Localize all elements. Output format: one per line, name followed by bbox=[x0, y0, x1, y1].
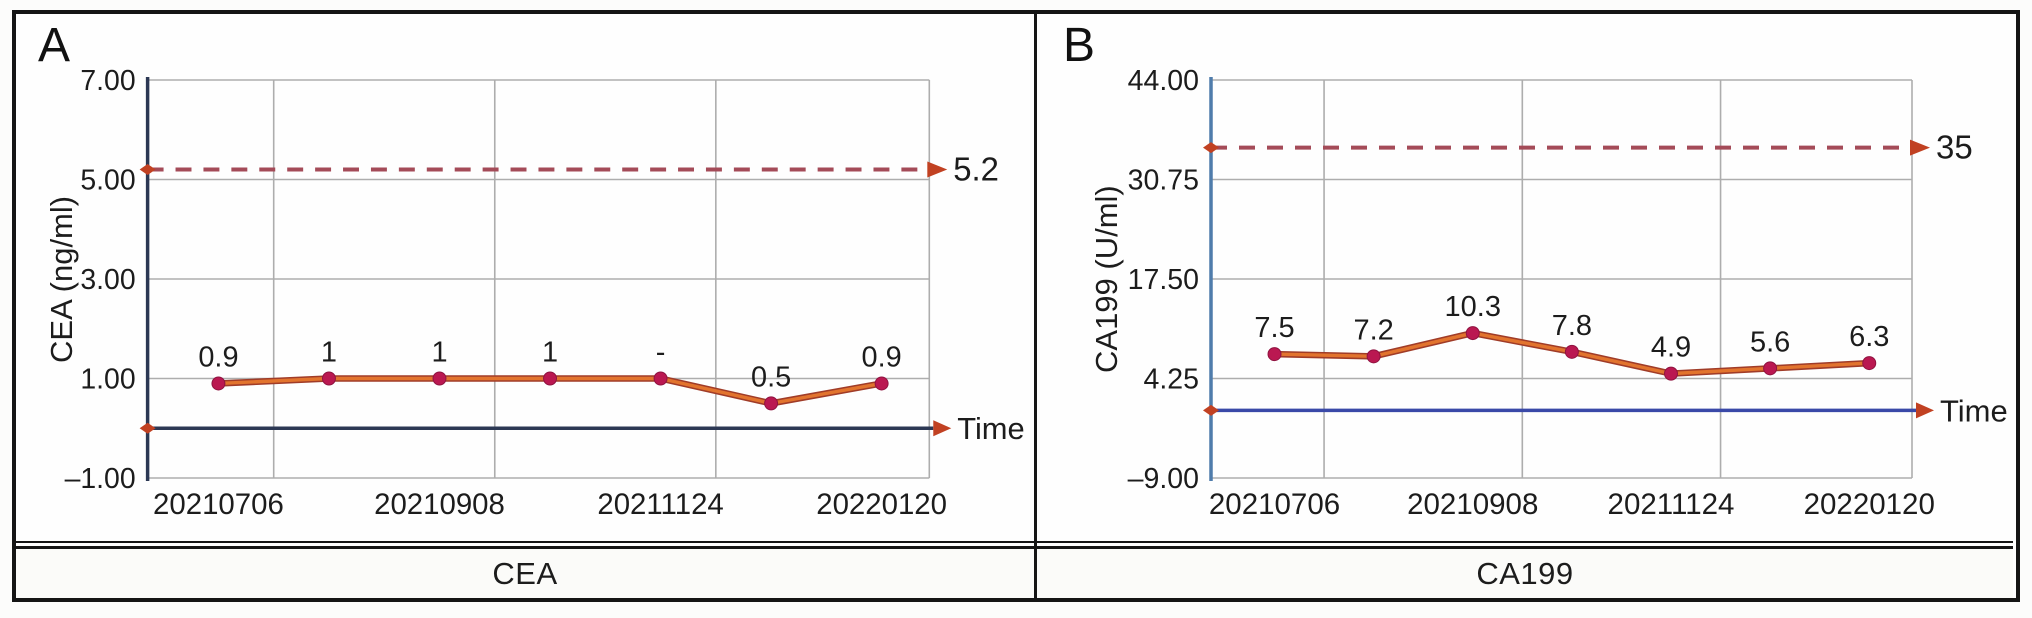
ca199-caption: CA199 bbox=[1037, 546, 2013, 598]
time-axis-label: Time bbox=[957, 411, 1025, 446]
data-point-label: 0.5 bbox=[751, 361, 791, 393]
y-tick-label: 17.50 bbox=[1128, 264, 1199, 296]
data-point-marker bbox=[1862, 356, 1877, 371]
reference-value-label: 35 bbox=[1936, 129, 1973, 166]
reference-arrow bbox=[927, 161, 948, 178]
data-point-marker bbox=[432, 371, 447, 386]
y-tick-label: 3.00 bbox=[80, 264, 135, 296]
data-point-label: 10.3 bbox=[1445, 291, 1501, 323]
data-point-label: 7.8 bbox=[1552, 310, 1592, 342]
panel-letter-a: A bbox=[38, 19, 71, 72]
data-point-marker bbox=[211, 376, 226, 391]
data-point-label: 7.5 bbox=[1254, 312, 1294, 344]
x-tick-label: 20210706 bbox=[153, 488, 284, 521]
cea-caption: CEA bbox=[16, 546, 1034, 598]
x-tick-label: 20211124 bbox=[597, 488, 723, 521]
reference-value-label: 5.2 bbox=[953, 151, 999, 188]
data-point-marker bbox=[543, 371, 558, 386]
time-axis-start-marker bbox=[139, 422, 156, 434]
data-point-label: 0.9 bbox=[862, 341, 902, 373]
data-point-marker bbox=[1366, 349, 1381, 364]
x-tick-label: 20210908 bbox=[1407, 488, 1538, 521]
panel-letter-b: B bbox=[1063, 19, 1096, 72]
reference-start-marker bbox=[139, 164, 156, 176]
data-point-marker bbox=[1564, 344, 1579, 359]
y-tick-label: 5.00 bbox=[80, 164, 135, 196]
x-tick-label: 20210908 bbox=[374, 488, 505, 521]
reference-start-marker bbox=[1203, 142, 1219, 154]
two-panel-tumor-marker-figure: A CEA (ng/ml) Time 5.2 7.00 5.00 3.00 1.00 –1.… bbox=[12, 10, 2020, 602]
y-tick-label: 4.25 bbox=[1144, 364, 1199, 396]
data-point-marker bbox=[1267, 347, 1282, 362]
y-tick-label: 30.75 bbox=[1128, 165, 1199, 197]
data-point-marker bbox=[764, 396, 779, 411]
data-point-marker bbox=[1465, 326, 1480, 341]
data-point-marker bbox=[1663, 366, 1678, 381]
x-tick-label: 20220120 bbox=[816, 488, 947, 521]
time-axis-label: Time bbox=[1940, 393, 2008, 428]
data-point-label: 1 bbox=[431, 336, 447, 368]
data-point-label: 0.9 bbox=[198, 341, 238, 373]
y-tick-label: 7.00 bbox=[80, 65, 135, 97]
cea-plot-region: A CEA (ng/ml) Time 5.2 7.00 5.00 3.00 1.00 –1.… bbox=[16, 14, 1034, 543]
data-point-label: 6.3 bbox=[1849, 321, 1889, 353]
time-axis-start-marker bbox=[1203, 404, 1219, 416]
y-tick-label: 44.00 bbox=[1128, 65, 1199, 97]
ca199-chart: Time 35 44.00 30.75 17.50 4.25 –9.00 20210706 20… bbox=[1128, 65, 2008, 521]
time-axis-arrow bbox=[933, 420, 952, 437]
data-point-marker bbox=[321, 371, 336, 386]
y-tick-label: –1.00 bbox=[65, 463, 136, 495]
x-tick-label: 20211124 bbox=[1608, 488, 1735, 521]
data-point-label: 1 bbox=[321, 336, 337, 368]
data-point-marker bbox=[874, 376, 889, 391]
panel-ca199: B CA199 (U/ml) Time 35 44.00 30.75 17.50 4.25… bbox=[1037, 14, 2013, 598]
x-tick-label: 20220120 bbox=[1804, 488, 1935, 521]
data-point-label: 7.2 bbox=[1353, 314, 1393, 346]
ca199-plot-region: B CA199 (U/ml) Time 35 44.00 30.75 17.50 4.25… bbox=[1037, 14, 2013, 543]
y-tick-label: –9.00 bbox=[1128, 463, 1199, 495]
data-point-marker bbox=[653, 371, 668, 386]
data-point-label: 1 bbox=[542, 336, 558, 368]
y-tick-label: 1.00 bbox=[80, 363, 135, 395]
x-tick-label: 20210706 bbox=[1209, 488, 1340, 521]
data-point-label: 5.6 bbox=[1750, 326, 1790, 358]
data-point-label: - bbox=[656, 336, 666, 368]
panel-cea: A CEA (ng/ml) Time 5.2 7.00 5.00 3.00 1.00 –1.… bbox=[16, 14, 1037, 598]
data-point-label: 4.9 bbox=[1651, 332, 1691, 364]
reference-arrow bbox=[1910, 139, 1930, 156]
cea-chart: Time 5.2 7.00 5.00 3.00 1.00 –1.00 20210706 2021… bbox=[65, 65, 1025, 521]
data-point-marker bbox=[1763, 361, 1778, 376]
time-axis-arrow bbox=[1916, 402, 1934, 419]
